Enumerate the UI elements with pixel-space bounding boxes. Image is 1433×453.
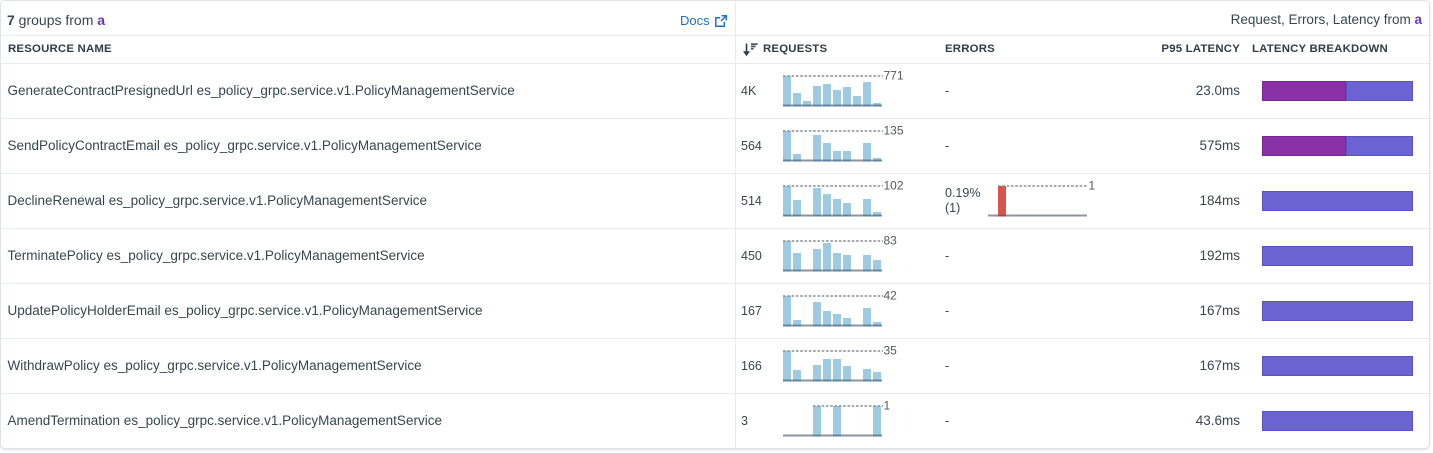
svg-text:1: 1 (1088, 181, 1095, 193)
svg-text:771: 771 (884, 71, 904, 83)
svg-text:42: 42 (884, 291, 898, 303)
svg-text:1: 1 (884, 401, 891, 413)
svg-text:102: 102 (884, 181, 904, 193)
svg-text:135: 135 (884, 126, 904, 138)
svg-text:35: 35 (884, 346, 898, 358)
svg-text:83: 83 (884, 236, 898, 248)
